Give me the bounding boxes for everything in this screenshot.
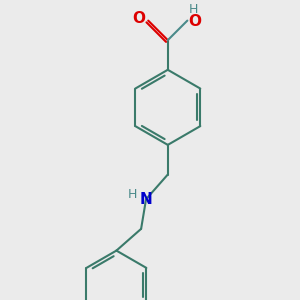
Text: O: O [188,14,201,29]
Text: H: H [188,3,198,16]
Text: H: H [128,188,137,201]
Text: N: N [140,192,152,207]
Text: O: O [132,11,145,26]
